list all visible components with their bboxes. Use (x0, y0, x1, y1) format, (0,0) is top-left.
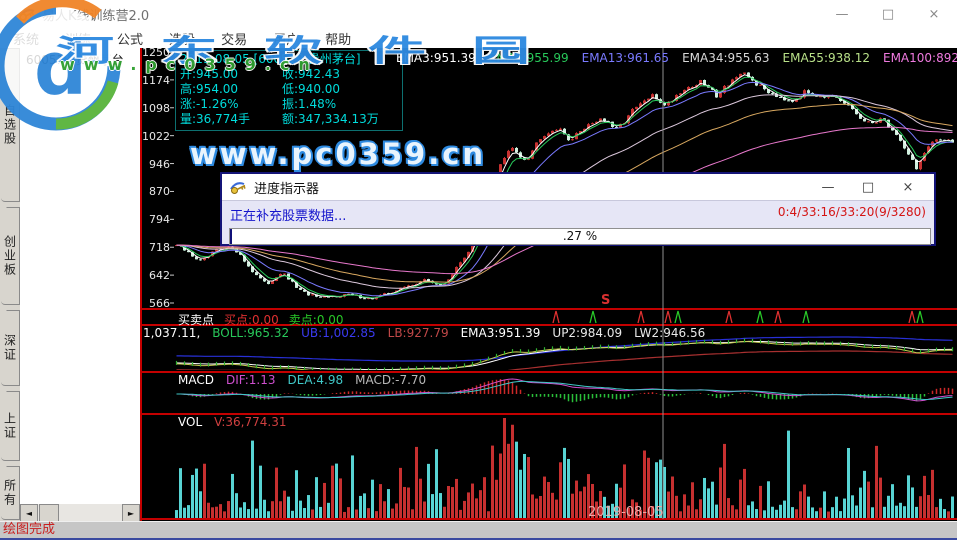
ema-value: EMA34:955.63 (682, 51, 770, 65)
stock-list-item[interactable]: 600519 贵州茅台 (20, 48, 140, 70)
quote-info-panel: 2019-08-05 [600519 贵州茅台] 开:945.00 收:942.4… (175, 50, 403, 131)
quote-cell: 量:36,774手 (180, 112, 251, 126)
boll-value: UP2:984.09 (552, 326, 623, 340)
progress-fill (230, 229, 232, 244)
window-controls: — □ × (819, 0, 957, 28)
quote-row: 涨:-1.26% 振:1.48% (180, 97, 398, 112)
menu-item[interactable]: 帮助 (325, 32, 352, 48)
dialog-message: 正在补充股票数据... (230, 209, 347, 224)
vol-panel-labels: VOL V:36,774.31 (178, 415, 287, 429)
quote-cell: 高:954.00 (180, 82, 239, 96)
progress-label: .27 % (562, 229, 598, 243)
status-text: 绘图完成 (3, 522, 56, 537)
menu-item[interactable]: 交易 (221, 32, 248, 48)
window-title: 易人K线训练营2.0 (42, 8, 150, 24)
macd-panel-title: MACD (178, 373, 214, 387)
macd-value: DIF:1.13 (225, 373, 276, 387)
dialog-title-bar[interactable]: 进度指示器 — □ × (222, 174, 934, 201)
y-axis-label: 566 (149, 297, 170, 310)
boll-prefix-value: 1,037.11, (143, 326, 201, 340)
buy-point-value: 买点:0.00 (224, 313, 279, 327)
boll-value: UB:1,002.85 (301, 326, 376, 340)
sidebar-tab[interactable]: 创业板 (1, 207, 20, 305)
menu-item[interactable]: 公式 (117, 32, 144, 48)
y-axis-label: 718 (149, 241, 170, 255)
y-axis-label: 1098 (142, 101, 170, 115)
ema-value: EMA100:892.87 (882, 51, 957, 65)
chart-canvas (140, 48, 957, 521)
close-button[interactable]: × (928, 6, 940, 22)
progress-bar: .27 % (229, 228, 931, 245)
ema-value: EMA13:961.65 (581, 51, 670, 65)
menu-item[interactable]: 训练 (65, 32, 92, 48)
status-bar: 绘图完成 (0, 521, 957, 538)
ema-value: EMA3:951.39 (396, 51, 476, 65)
horizontal-scrollbar[interactable]: ◄ ► (20, 504, 140, 523)
boll-value: LB:927.79 (387, 326, 449, 340)
y-axis-label: 1022 (142, 129, 170, 143)
vol-panel-title: VOL (178, 415, 203, 429)
chart-area: 1250 1174 1098 1022 946 870 794 718 642 566 2019-… (140, 46, 957, 521)
sidebar-tab[interactable]: 所有 (1, 466, 20, 520)
maximize-button[interactable]: □ (881, 6, 895, 22)
y-axis-label: 794 (149, 213, 170, 227)
ema-value: EMA55:938.12 (782, 51, 870, 65)
dialog-controls: — □ × (808, 174, 928, 200)
sidebar-tabs: 自选股创业板深证 上证 所有 (0, 48, 20, 521)
dialog-close-button[interactable]: × (902, 179, 914, 195)
stock-code: 600519 (26, 53, 72, 67)
macd-value: DEA:4.98 (287, 373, 344, 387)
stock-name: 贵州茅台 (75, 53, 124, 67)
boll-value: LW2:946.56 (634, 326, 706, 340)
y-axis-label: 870 (149, 185, 170, 199)
progress-dialog: 进度指示器 — □ × 正在补充股票数据... 0:4/33:16/33:20(… (220, 172, 936, 246)
macd-value: MACD:-7.70 (355, 373, 427, 387)
y-axis-label: 946 (149, 157, 170, 171)
boll-value: EMA3:951.39 (460, 326, 541, 340)
dialog-maximize-button[interactable]: □ (861, 179, 875, 195)
boll-value: BOLL:965.32 (212, 326, 290, 340)
macd-panel-labels: MACD DIF:1.13 DEA:4.98 MACD:-7.70 (178, 373, 426, 387)
minimize-button[interactable]: — (835, 6, 849, 22)
dialog-message-row: 正在补充股票数据... 0:4/33:16/33:20(9/3280) (222, 201, 934, 225)
sidebar-tab[interactable]: 上证 (1, 391, 20, 461)
quote-row: 开:945.00 收:942.43 (180, 67, 398, 82)
quote-row: 高:954.00 低:940.00 (180, 82, 398, 97)
y-axis-label: 642 (149, 269, 170, 283)
ema-value: EMA5:955.99 (488, 51, 569, 65)
x-axis-date: 2019-08-05 (588, 505, 664, 520)
quote-cell: 收:942.43 (282, 67, 341, 81)
sell-point-value: 卖点:0.00 (288, 313, 344, 327)
sidebar-tab[interactable]: 自选股 (1, 48, 20, 202)
quote-cell: 振:1.48% (282, 97, 337, 111)
sell-signal-marker: S (601, 293, 611, 308)
dialog-minimize-button[interactable]: — (821, 179, 835, 195)
ema-header: EMA3:951.39 EMA5:955.99 EMA13:961.65 EMA34:… (396, 51, 957, 65)
scrollbar-track[interactable] (59, 504, 122, 521)
signal-panel-labels: 买卖点 买点:0.00 卖点:0.00 (178, 311, 344, 328)
quote-cell: 低:940.00 (282, 82, 341, 96)
dialog-counter: 0:4/33:16/33:20(9/3280) (777, 205, 926, 219)
stock-list-panel: 600519 贵州茅台 ◄ ► (20, 48, 141, 523)
boll-panel-labels: 1,037.11, BOLL:965.32 UB:1,002.85 LB:927.7… (143, 326, 705, 340)
quote-cell: 额:347,334.13万 (282, 112, 379, 126)
menu-item[interactable]: 选股 (169, 32, 196, 48)
app-icon (18, 6, 38, 22)
menu-item[interactable]: 系统 (13, 32, 40, 48)
menu-bar: 系统 训练 公式 选股 交易 用户 帮助 (0, 28, 957, 48)
y-axis-label: 1174 (142, 73, 170, 87)
title-bar: 易人K线训练营2.0 — □ × (0, 0, 957, 28)
sidebar-tab[interactable]: 深证 (1, 310, 20, 386)
signal-panel-title: 买卖点 (178, 313, 215, 327)
quote-cell: 开:945.00 (180, 67, 239, 81)
quote-cell: 涨:-1.26% (180, 97, 239, 111)
quote-row: 量:36,774手 额:347,334.13万 (180, 112, 398, 127)
menu-item[interactable]: 用户 (273, 32, 300, 48)
key-icon (230, 180, 248, 195)
dialog-title: 进度指示器 (254, 181, 320, 197)
vol-value: V:36,774.31 (214, 415, 287, 429)
quote-header: 2019-08-05 [600519 贵州茅台] (180, 52, 361, 66)
y-axis-label: 1250 (142, 46, 170, 59)
